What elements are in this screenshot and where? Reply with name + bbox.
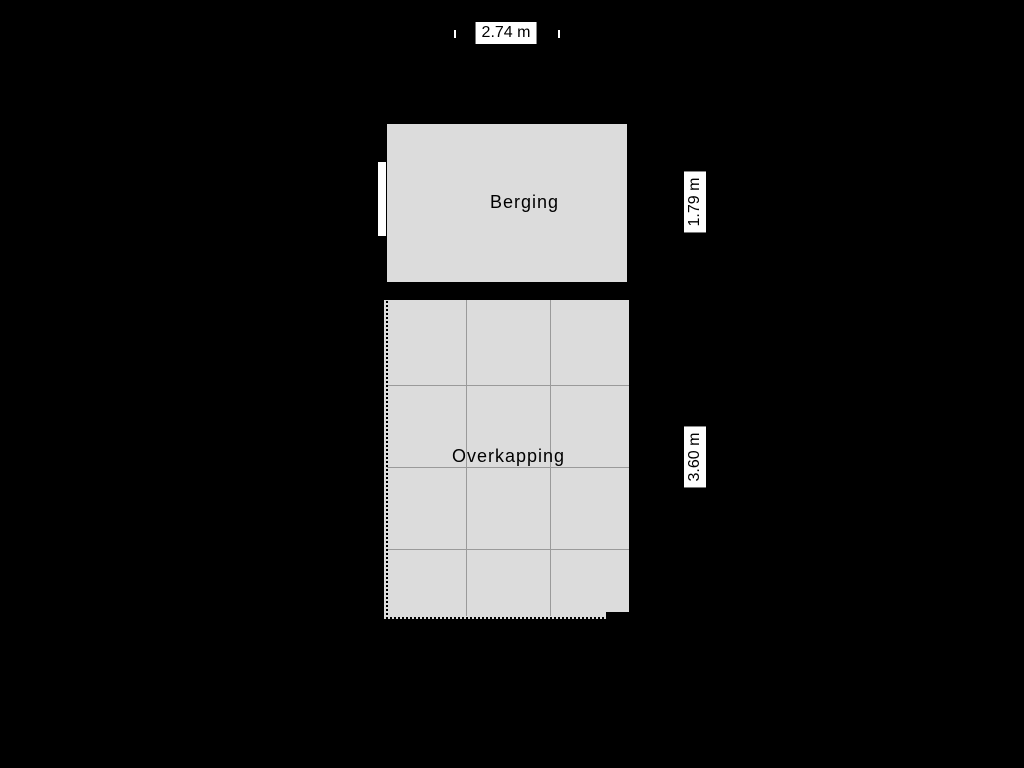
wall-separator	[381, 285, 634, 297]
grid-h1	[387, 385, 629, 386]
overkapping-bottom-right-notch	[606, 612, 632, 619]
door-tick-top	[374, 156, 376, 164]
overkapping-left-dotted	[386, 297, 388, 619]
dim-right-overkapping: 3.60 m	[684, 427, 706, 488]
door-tick-bottom	[374, 234, 376, 242]
floorplan-stage: Berging Overkapping 2.74 m 1.79 m 3.60 m	[0, 0, 1024, 768]
dim-right-berging: 1.79 m	[684, 172, 706, 233]
grid-h3	[387, 549, 629, 550]
room-label-overkapping: Overkapping	[452, 446, 565, 467]
door-berging	[377, 160, 387, 238]
dim-top: 2.74 m	[476, 22, 537, 44]
grid-h2	[387, 467, 629, 468]
dim-top-tick-right	[558, 30, 560, 38]
room-label-berging: Berging	[490, 192, 559, 213]
overkapping-bottom-dotted	[386, 617, 608, 619]
dim-top-tick-left	[454, 30, 456, 38]
